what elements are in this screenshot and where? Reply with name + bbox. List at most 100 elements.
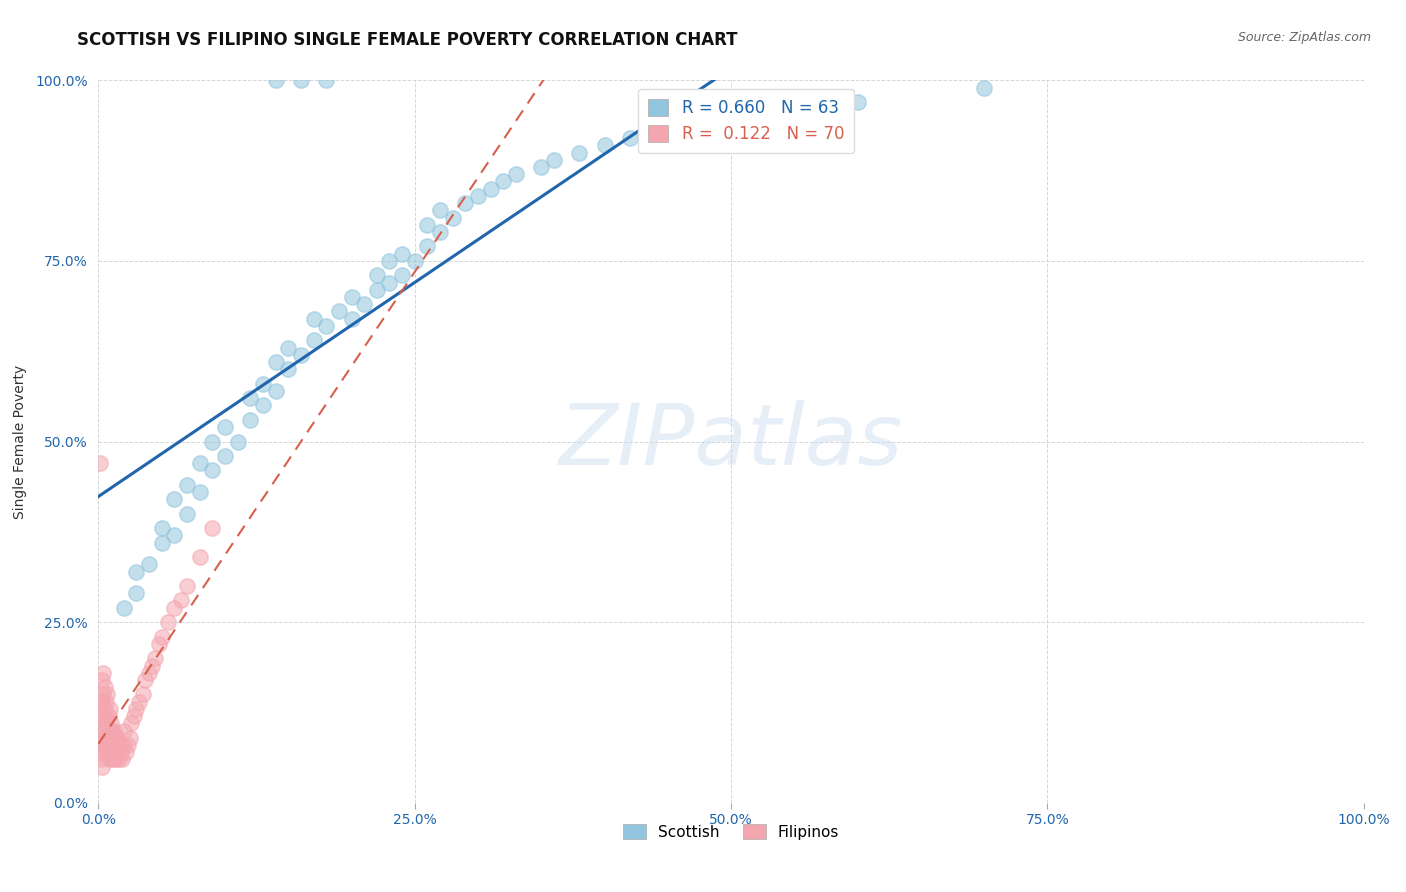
Point bbox=[441, 211, 464, 225]
Point bbox=[378, 276, 401, 290]
Point bbox=[91, 673, 114, 687]
Point bbox=[141, 658, 163, 673]
Point bbox=[416, 239, 439, 253]
Point bbox=[846, 95, 869, 109]
Point bbox=[290, 73, 312, 87]
Point bbox=[169, 593, 191, 607]
Point bbox=[96, 731, 118, 745]
Point bbox=[391, 268, 413, 283]
Point bbox=[108, 738, 131, 752]
Point bbox=[366, 283, 388, 297]
Point bbox=[96, 687, 118, 701]
Point bbox=[277, 341, 299, 355]
Point bbox=[107, 731, 129, 745]
Point bbox=[105, 731, 128, 745]
Point bbox=[97, 709, 120, 723]
Point bbox=[125, 586, 148, 600]
Point bbox=[264, 73, 287, 87]
Point bbox=[593, 138, 616, 153]
Point bbox=[134, 673, 156, 687]
Point bbox=[239, 391, 262, 405]
Point bbox=[148, 637, 170, 651]
Text: Source: ZipAtlas.com: Source: ZipAtlas.com bbox=[1237, 31, 1371, 45]
Point bbox=[366, 268, 388, 283]
Point bbox=[90, 695, 112, 709]
Point bbox=[176, 478, 198, 492]
Point bbox=[150, 630, 173, 644]
Point bbox=[277, 362, 299, 376]
Point bbox=[98, 702, 121, 716]
Point bbox=[340, 311, 363, 326]
Point bbox=[93, 687, 115, 701]
Point bbox=[93, 702, 117, 716]
Point bbox=[138, 558, 160, 572]
Point bbox=[188, 485, 211, 500]
Point bbox=[252, 398, 274, 412]
Point bbox=[157, 615, 180, 630]
Point bbox=[214, 449, 236, 463]
Point bbox=[112, 600, 135, 615]
Legend: Scottish, Filipinos: Scottish, Filipinos bbox=[617, 818, 845, 846]
Point bbox=[104, 745, 127, 759]
Point bbox=[163, 528, 186, 542]
Point bbox=[94, 716, 117, 731]
Point bbox=[117, 738, 139, 752]
Point bbox=[543, 153, 565, 167]
Point bbox=[416, 218, 439, 232]
Point bbox=[103, 731, 125, 745]
Point bbox=[132, 687, 155, 701]
Point bbox=[973, 80, 995, 95]
Point bbox=[429, 225, 451, 239]
Point bbox=[150, 535, 173, 549]
Point bbox=[100, 752, 122, 766]
Point bbox=[201, 463, 224, 477]
Point bbox=[479, 182, 502, 196]
Point bbox=[90, 745, 112, 759]
Point bbox=[93, 738, 115, 752]
Point bbox=[105, 752, 128, 766]
Point bbox=[125, 702, 148, 716]
Point bbox=[96, 709, 118, 723]
Point bbox=[404, 253, 426, 268]
Point bbox=[454, 196, 477, 211]
Point bbox=[505, 167, 527, 181]
Point bbox=[302, 311, 325, 326]
Point bbox=[188, 550, 211, 565]
Text: SCOTTISH VS FILIPINO SINGLE FEMALE POVERTY CORRELATION CHART: SCOTTISH VS FILIPINO SINGLE FEMALE POVER… bbox=[77, 31, 738, 49]
Point bbox=[91, 695, 114, 709]
Point bbox=[201, 521, 224, 535]
Point bbox=[163, 600, 186, 615]
Point bbox=[214, 420, 236, 434]
Point bbox=[101, 745, 124, 759]
Point bbox=[107, 745, 129, 759]
Point bbox=[125, 565, 148, 579]
Point bbox=[112, 738, 135, 752]
Point bbox=[100, 716, 122, 731]
Point bbox=[107, 752, 129, 766]
Point bbox=[150, 521, 173, 535]
Point bbox=[89, 738, 111, 752]
Point bbox=[176, 507, 198, 521]
Point bbox=[783, 102, 806, 116]
Point bbox=[619, 131, 641, 145]
Point bbox=[120, 716, 142, 731]
Point bbox=[328, 304, 350, 318]
Point bbox=[340, 290, 363, 304]
Point bbox=[104, 723, 127, 738]
Point bbox=[315, 318, 337, 333]
Point bbox=[252, 376, 274, 391]
Point bbox=[145, 651, 166, 665]
Point bbox=[492, 174, 515, 188]
Point bbox=[90, 723, 112, 738]
Point bbox=[226, 434, 249, 449]
Point bbox=[91, 760, 114, 774]
Point bbox=[98, 723, 121, 738]
Point bbox=[97, 752, 120, 766]
Point bbox=[657, 124, 679, 138]
Y-axis label: Single Female Poverty: Single Female Poverty bbox=[13, 365, 27, 518]
Point bbox=[89, 709, 111, 723]
Point bbox=[176, 579, 198, 593]
Point bbox=[101, 723, 124, 738]
Point bbox=[530, 160, 553, 174]
Point bbox=[163, 492, 186, 507]
